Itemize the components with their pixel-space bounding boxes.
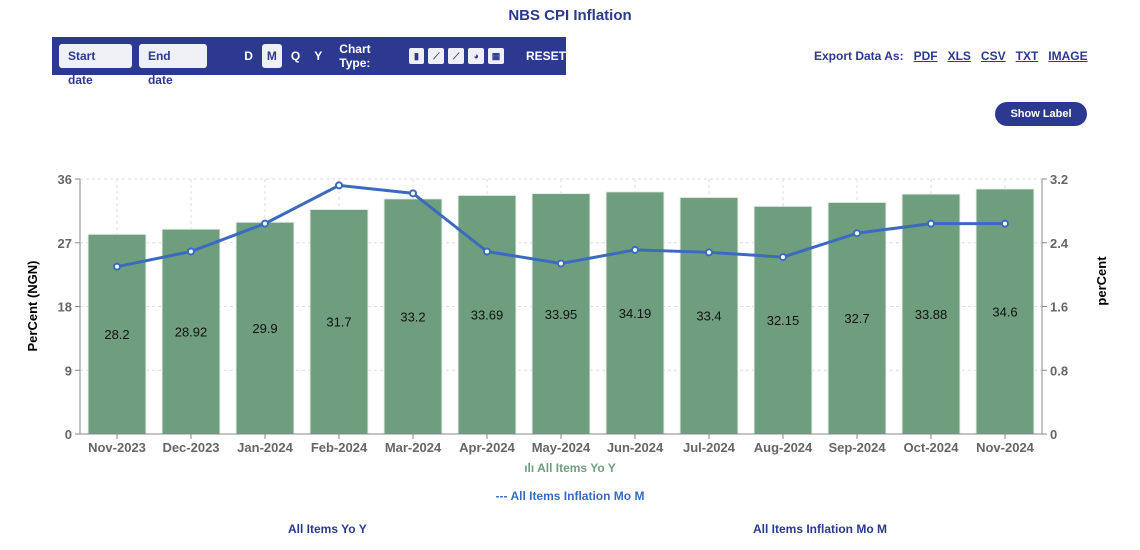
line-point — [335, 181, 343, 190]
line-point — [409, 189, 417, 198]
x-tick-label: Dec-2023 — [162, 440, 219, 455]
line-point — [705, 248, 713, 257]
bar-data-label: 34.6 — [992, 304, 1017, 319]
bar-data-label: 31.7 — [326, 315, 351, 330]
export-label: Export Data As: — [814, 49, 904, 63]
bar-data-label: 29.9 — [252, 321, 277, 336]
line-point — [779, 253, 787, 262]
bar — [531, 193, 591, 435]
bar-chart-icon[interactable]: ▮ — [408, 48, 425, 64]
x-tick-label: Jul-2024 — [683, 440, 736, 455]
bar-data-label: 33.88 — [915, 307, 948, 322]
bar — [975, 188, 1035, 435]
pie-chart-icon[interactable]: ◕ — [468, 48, 485, 64]
export-xls-link[interactable]: XLS — [947, 49, 971, 63]
period-m-button[interactable]: M — [261, 44, 282, 68]
footer-yoy-label: All Items Yo Y — [288, 522, 367, 536]
export-csv-link[interactable]: CSV — [980, 49, 1006, 63]
export-image-link[interactable]: IMAGE — [1048, 49, 1088, 63]
y2-tick-label: 3.2 — [1050, 172, 1068, 187]
bar — [161, 228, 221, 435]
x-tick-label: Oct-2024 — [904, 440, 960, 455]
period-d-button[interactable]: D — [244, 49, 253, 63]
y-tick-label: 0 — [65, 427, 72, 442]
line-point — [1001, 219, 1009, 228]
y-tick-label: 18 — [58, 300, 72, 315]
bar — [679, 196, 739, 435]
y2-tick-label: 2.4 — [1050, 236, 1069, 251]
x-tick-label: Mar-2024 — [385, 440, 442, 455]
export-txt-link[interactable]: TXT — [1015, 49, 1039, 63]
area-chart-icon[interactable]: ⟋ — [448, 48, 465, 64]
line-point — [113, 262, 121, 271]
line-point — [261, 219, 269, 228]
bar-data-label: 32.7 — [844, 311, 869, 326]
x-tick-label: Jan-2024 — [237, 440, 293, 455]
bar-data-label: 33.95 — [545, 307, 578, 322]
x-tick-label: May-2024 — [532, 440, 591, 455]
end-date-button[interactable]: End date — [138, 44, 208, 87]
x-tick-label: Nov-2023 — [88, 440, 146, 455]
x-tick-label: Jun-2024 — [607, 440, 664, 455]
export-bar: Export Data As: PDF XLS CSV TXT IMAGE — [814, 49, 1088, 63]
bar-data-label: 32.15 — [767, 313, 800, 328]
chart-type-label: Chart Type: — [339, 42, 371, 70]
bar — [753, 205, 813, 435]
x-tick-label: Sep-2024 — [828, 440, 886, 455]
legend-item-mom[interactable]: --- All Items Inflation Mo M — [0, 489, 1140, 503]
start-date-button[interactable]: Start date — [59, 44, 132, 87]
y2-tick-label: 0.8 — [1050, 363, 1068, 378]
y2-tick-label: 1.6 — [1050, 300, 1068, 315]
legend-item-yoy[interactable]: ılı All Items Yo Y — [0, 461, 1140, 475]
y-axis-title: PerCent (NGN) — [25, 260, 40, 351]
line-point — [927, 219, 935, 228]
bar-legend-icon: ılı — [524, 461, 538, 475]
y-tick-label: 36 — [58, 172, 72, 187]
bar — [605, 191, 665, 435]
bar-data-label: 28.2 — [104, 327, 129, 342]
x-tick-label: Nov-2024 — [976, 440, 1035, 455]
reset-button[interactable]: RESET — [525, 49, 566, 63]
bar-data-label: 34.19 — [619, 306, 652, 321]
line-legend-icon: --- — [495, 489, 511, 503]
bar-data-label: 33.69 — [471, 308, 504, 323]
bar-data-label: 28.92 — [175, 325, 208, 340]
period-y-button[interactable]: Y — [314, 49, 323, 63]
legend-label-mom: All Items Inflation Mo M — [510, 489, 645, 503]
table-icon[interactable]: ▦ — [488, 48, 504, 64]
y-tick-label: 9 — [65, 363, 72, 378]
export-pdf-link[interactable]: PDF — [913, 49, 938, 63]
x-tick-label: Feb-2024 — [311, 440, 368, 455]
chart-title: NBS CPI Inflation — [508, 7, 632, 24]
bar — [383, 198, 443, 435]
line-chart-icon[interactable]: ⟋ — [428, 48, 445, 64]
y2-tick-label: 0 — [1050, 427, 1057, 442]
y2-axis-title: perCent — [1094, 256, 1109, 306]
bar-data-label: 33.2 — [400, 309, 425, 324]
show-label-button[interactable]: Show Label — [995, 102, 1087, 126]
legend-label-yoy: All Items Yo Y — [537, 461, 616, 475]
x-tick-label: Apr-2024 — [459, 440, 515, 455]
line-point — [187, 247, 195, 256]
line-point — [557, 259, 565, 268]
footer-mom-label: All Items Inflation Mo M — [753, 522, 887, 536]
y-tick-label: 27 — [58, 236, 72, 251]
period-q-button[interactable]: Q — [290, 49, 301, 63]
line-point — [853, 229, 861, 238]
line-point — [483, 247, 491, 256]
bar-data-label: 33.4 — [696, 309, 721, 324]
bar — [901, 193, 961, 435]
x-tick-label: Aug-2024 — [754, 440, 813, 455]
toolbar: Start date End date D M Q Y Chart Type: … — [52, 37, 566, 87]
line-point — [631, 245, 639, 254]
